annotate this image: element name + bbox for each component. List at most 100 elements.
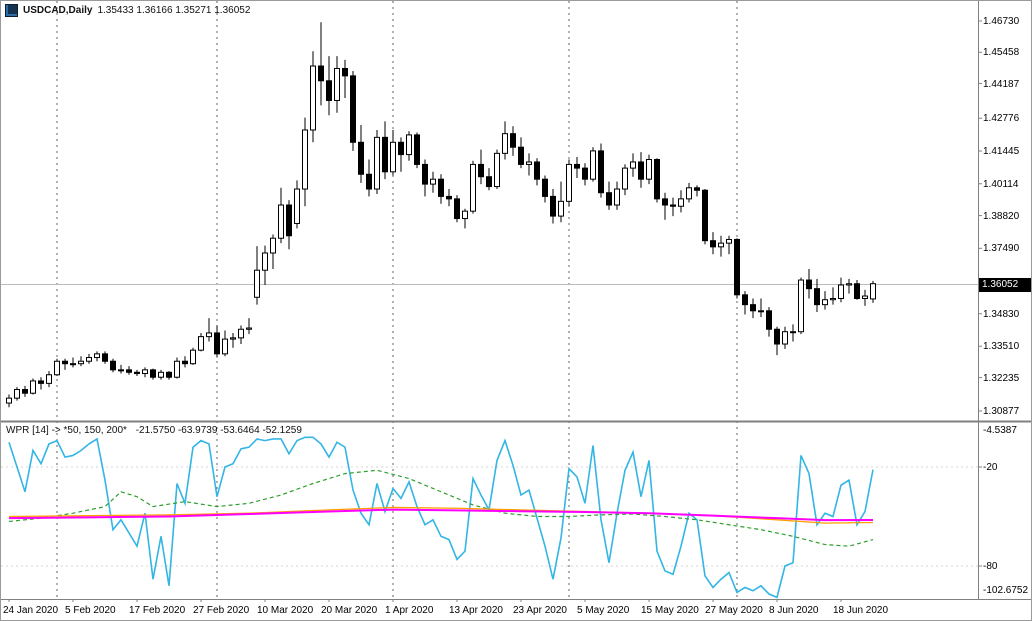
candle-body xyxy=(110,360,116,371)
candle-body xyxy=(62,360,68,365)
candle-body xyxy=(390,141,396,173)
wpr-series-ma200 xyxy=(8,508,874,522)
candle-body xyxy=(38,380,44,384)
candle-body xyxy=(630,161,636,169)
candle-body xyxy=(694,187,700,191)
candle-body xyxy=(254,269,260,298)
candle-body xyxy=(70,363,76,366)
candle-body xyxy=(750,304,756,312)
candle-body xyxy=(734,238,740,296)
candle-body xyxy=(798,279,804,333)
candle-body xyxy=(718,242,724,248)
candle-body xyxy=(150,369,156,378)
candle-body xyxy=(398,141,404,156)
candle-body xyxy=(606,192,612,206)
candle-body xyxy=(174,360,180,378)
candle-body xyxy=(350,75,356,143)
candle-body xyxy=(222,338,228,355)
candle-body xyxy=(654,159,660,200)
candle-body xyxy=(542,178,548,197)
candle-body xyxy=(286,204,292,237)
candle-body xyxy=(366,173,372,190)
candle-body xyxy=(430,178,436,185)
candle-body xyxy=(310,65,316,131)
candle-body xyxy=(198,336,204,351)
candle-body xyxy=(230,337,236,340)
candle-body xyxy=(206,332,212,338)
candle-body xyxy=(270,237,276,254)
candle-body xyxy=(702,189,708,242)
candle-body xyxy=(118,369,124,372)
candle-body xyxy=(614,188,620,206)
candle-body xyxy=(358,141,364,175)
candle-body xyxy=(470,163,476,212)
candle-body xyxy=(462,210,468,220)
candle-body xyxy=(646,159,652,180)
candle-body xyxy=(854,283,860,299)
candle-body xyxy=(318,65,324,82)
candle-body xyxy=(478,163,484,178)
candle-body xyxy=(622,167,628,190)
candle-body xyxy=(758,310,764,313)
candle-body xyxy=(846,283,852,286)
candle-body xyxy=(574,163,580,169)
candle-body xyxy=(14,389,20,399)
candle-body xyxy=(142,369,148,375)
candle-body xyxy=(518,146,524,165)
candle-body xyxy=(326,80,332,101)
candle-body xyxy=(814,288,820,306)
candle-body xyxy=(862,295,868,299)
candle-body xyxy=(238,328,244,339)
candle-body xyxy=(30,380,36,394)
candle-body xyxy=(214,332,220,355)
candle-body xyxy=(774,328,780,345)
candle-body xyxy=(806,279,812,290)
candle-body xyxy=(686,187,692,200)
candle-body xyxy=(294,188,300,224)
candle-body xyxy=(662,198,668,206)
candle-body xyxy=(782,331,788,345)
candle-body xyxy=(590,150,596,180)
candle-body xyxy=(102,353,108,362)
candle-body xyxy=(414,134,420,165)
candle-body xyxy=(638,161,644,180)
candle-body xyxy=(158,371,164,378)
candle-body xyxy=(134,371,140,375)
candle-body xyxy=(190,349,196,365)
candle-body xyxy=(86,357,92,362)
candle-body xyxy=(790,331,796,334)
candle-body xyxy=(406,134,412,156)
candle-body xyxy=(302,129,308,190)
candle-body xyxy=(422,163,428,185)
candle-body xyxy=(374,136,380,190)
candle-body xyxy=(46,374,52,384)
candle-body xyxy=(510,133,516,148)
candle-body xyxy=(126,369,132,373)
candle-body xyxy=(382,136,388,173)
candle-body xyxy=(438,178,444,197)
candle-body xyxy=(22,389,28,394)
candle-body xyxy=(246,327,252,330)
wpr-series-ma150 xyxy=(8,506,874,524)
candle-body xyxy=(526,161,532,165)
wpr-series-ma50 xyxy=(8,469,874,547)
candle-body xyxy=(870,283,876,300)
candle-body xyxy=(94,353,100,359)
current-price-badge: 1.36052 xyxy=(979,277,1031,292)
candle-body xyxy=(6,397,12,404)
candle-body xyxy=(678,198,684,207)
candle-body xyxy=(182,360,188,365)
candle-body xyxy=(534,161,540,180)
candle-body xyxy=(502,133,508,154)
candle-body xyxy=(54,360,60,376)
candle-body xyxy=(454,198,460,220)
candle-body xyxy=(710,240,716,248)
wpr-series-main xyxy=(8,436,874,599)
candle-body xyxy=(822,299,828,306)
candle-body xyxy=(78,360,84,365)
candle-body xyxy=(742,294,748,306)
candle-body xyxy=(670,204,676,207)
candle-body xyxy=(334,67,340,101)
candle-body xyxy=(558,200,564,217)
